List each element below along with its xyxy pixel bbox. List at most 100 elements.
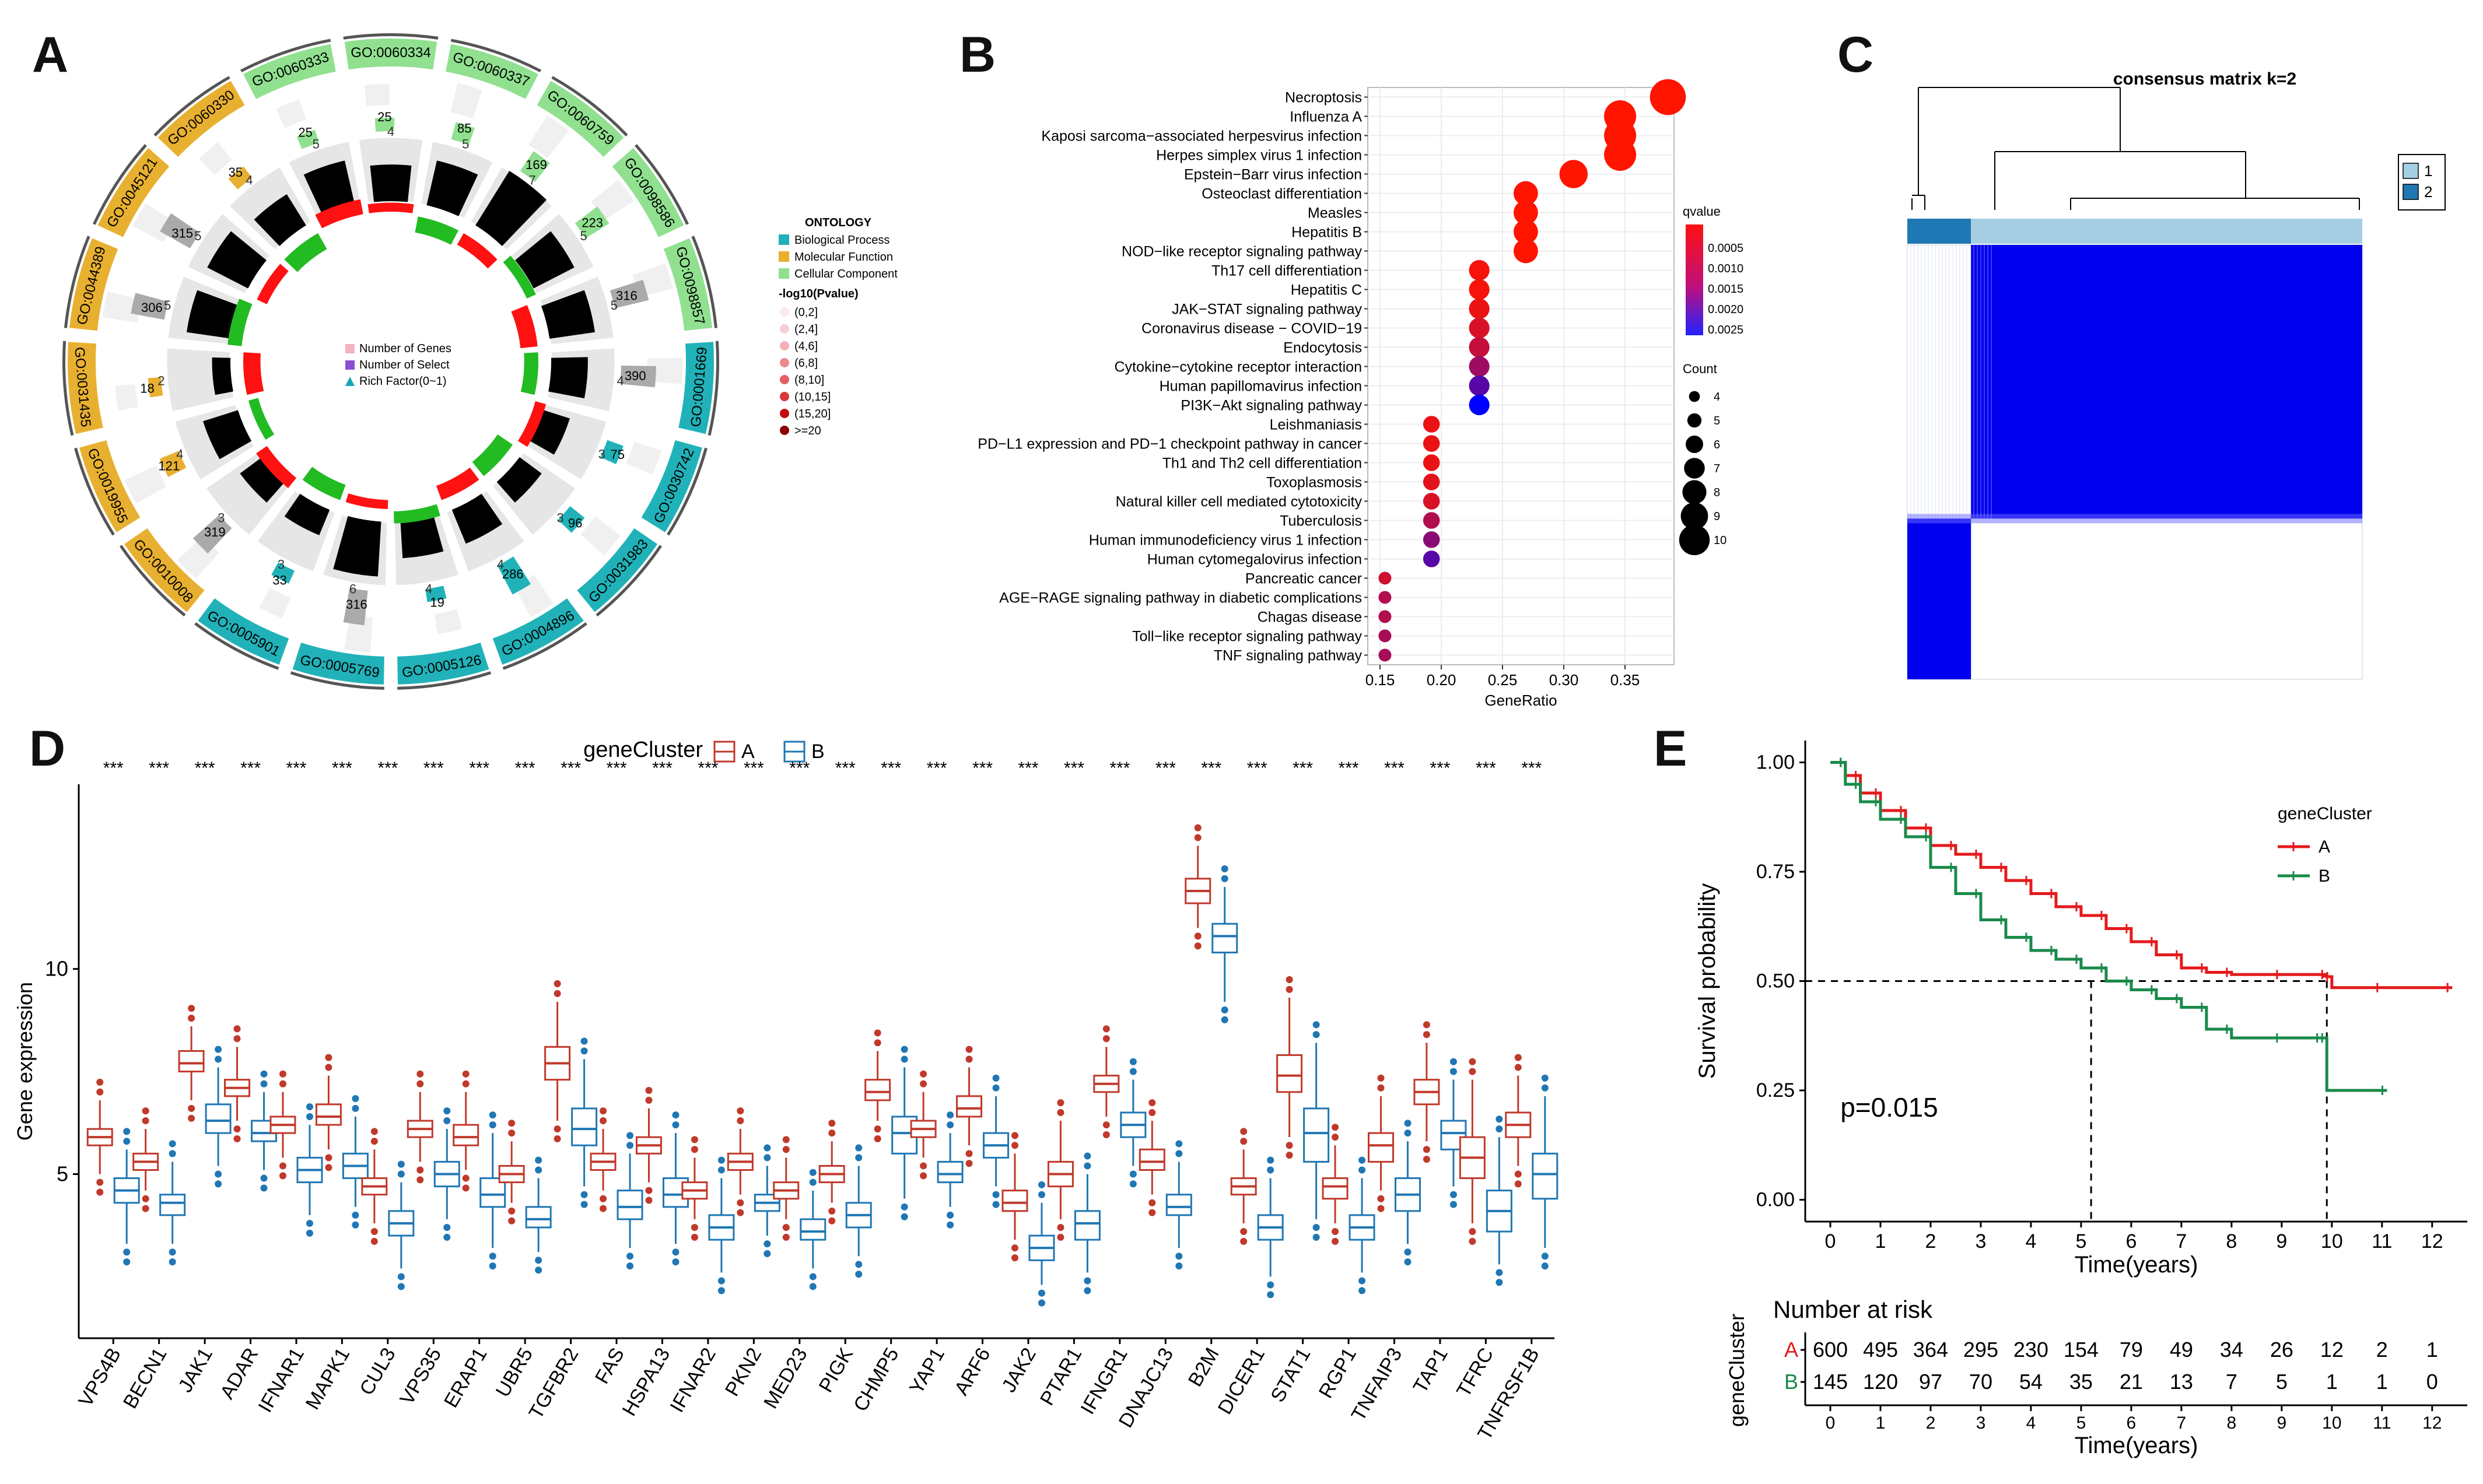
outlier-point [782,1146,790,1153]
genes-bar [600,440,624,465]
outlier-point [855,1271,863,1278]
censor-mark [1996,915,2006,925]
outlier-point [1423,1021,1430,1029]
select-value: 5 [194,229,201,243]
select-value: 4 [425,582,432,597]
term-label: Th1 and Th2 cell differentiation [1162,455,1362,472]
significance-label: *** [377,759,398,778]
outlier-point [809,1283,817,1290]
outlier-point [1240,1237,1248,1245]
box-body [1276,1054,1303,1093]
outlier-point [992,1084,1000,1092]
outlier-point [717,1287,725,1294]
outlier-point [1194,834,1202,841]
rich-factor-bar [227,299,254,346]
rich-factor-bar [472,434,514,478]
outlier-point [397,1283,405,1290]
risk-value: 495 [1863,1338,1898,1362]
term-label: Human papillomavirus infection [1160,378,1362,395]
cluster-legend-label: 2 [2424,183,2432,201]
censor-mark [2372,983,2382,992]
term-label: Necroptosis [1285,90,1362,106]
outlier-point [645,1096,653,1104]
outlier-point [626,1262,634,1270]
outlier-point [809,1178,817,1186]
dot-point [1378,629,1392,643]
outlier-point [626,1253,634,1260]
genes-value: 18 [140,381,154,395]
outlier-point [580,1037,588,1045]
go-term-band [639,438,704,534]
go-term-label: GO:0060334 [351,45,430,61]
genes-value: 85 [457,121,471,135]
count-legend-label: 6 [1714,438,1720,451]
genes-value: 223 [582,215,603,230]
dot-point [1423,493,1440,510]
y-tick-label: 0.25 [1756,1079,1795,1101]
box-body [1303,1107,1330,1163]
term-label: PI3K−Akt signaling pathway [1181,398,1362,414]
outlier-point [233,1135,241,1142]
significance-label: *** [607,759,627,778]
significance-label: *** [332,759,352,778]
pvalue-legend-label: (0,2] [794,306,818,319]
outlier-point [1469,1237,1476,1245]
outlier-point [215,1055,222,1063]
outlier-point [1312,1233,1320,1241]
genes-bar [296,129,320,149]
gene-label: YAP1 [905,1344,949,1398]
outlier-point [645,1197,653,1204]
outlier-point [352,1221,359,1229]
outlier-point [965,1046,973,1053]
censor-mark [1946,862,1956,872]
outlier-point [764,1154,771,1162]
risk-value: 13 [2170,1370,2193,1394]
rich-factor-bar [256,445,297,489]
outlier-point [188,1015,195,1022]
outlier-point [1423,1156,1430,1163]
go-term-band [444,43,540,101]
outlier-point [782,1233,790,1241]
gene-label: ERAP1 [440,1344,492,1412]
outlier-point [1011,1132,1018,1139]
outlier-point [1541,1084,1549,1092]
outlier-point [782,1136,790,1143]
outlier-point [1469,1228,1476,1236]
select-bar [426,160,478,216]
go-term-axis [691,236,718,328]
genes-bar [520,151,550,182]
select-bar [212,357,233,395]
genes-bar-bg [591,179,635,220]
x-tick-label: 10 [2321,1230,2343,1253]
outlier-point [1286,1142,1293,1149]
box-body [800,1218,827,1241]
box-body [617,1190,643,1220]
outlier-point [1057,1224,1064,1231]
survival-curve-B [1830,761,2387,1092]
outlier-point [1404,1258,1412,1266]
censor-mark [2146,985,2156,995]
outlier-point [855,1154,863,1162]
x-tick-label: 0.25 [1488,671,1518,689]
outlier-point [535,1166,542,1174]
risk-value: 1 [2326,1370,2338,1394]
select-value: 3 [278,557,285,571]
outlier-point [1469,1058,1476,1065]
risk-value: 1 [2376,1370,2388,1394]
risk-value: 145 [1813,1370,1848,1394]
outlier-point [992,1074,1000,1082]
outlier-point [123,1128,131,1135]
legend-label: A [741,741,755,763]
significance-label: *** [423,759,444,778]
gene-label: UBR5 [492,1344,537,1401]
term-label: Hepatitis B [1291,224,1362,241]
outlier-point [188,1005,195,1012]
risk-value: 295 [1963,1338,1998,1362]
risk-value: 34 [2220,1338,2243,1362]
box-body [1139,1148,1165,1171]
outlier-point [96,1088,104,1096]
outlier-point [874,1135,881,1142]
genes-bar-bg [626,441,662,475]
outlier-point [1148,1108,1156,1116]
outlier-point [1449,1058,1457,1065]
